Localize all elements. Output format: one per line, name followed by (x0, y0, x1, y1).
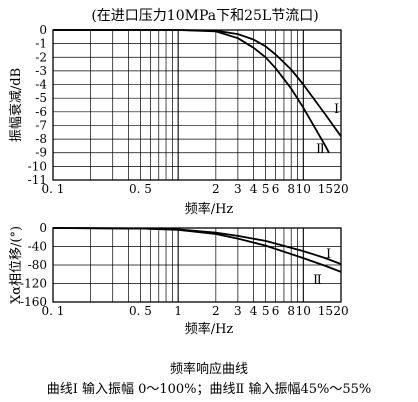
x-tick-label: 3 (234, 304, 242, 318)
x-tick-label: 3 (234, 182, 242, 196)
y-tick-label: -3 (35, 64, 47, 78)
y-tick-label: -80 (28, 258, 47, 272)
series-label-1: Ⅰ (334, 102, 339, 117)
y-tick-label: -8 (35, 132, 47, 146)
x-tick-label: 0. 1 (42, 182, 65, 196)
x-tick-label: 2 (212, 182, 220, 196)
x-tick-label: 10 (296, 304, 311, 318)
y-tick-label: -4 (35, 78, 47, 92)
series-line-2 (52, 227, 342, 273)
y-tick-label: -1 (35, 37, 47, 51)
x-tick-label: 15 (318, 182, 333, 196)
x-tick-label: 10 (296, 182, 311, 196)
y-tick-label: -120 (20, 277, 47, 291)
x-tick-label: 20 (333, 182, 348, 196)
y-tick-label: -10 (28, 159, 47, 173)
y-tick-label: -7 (35, 118, 47, 132)
x-tick-label: 8 (287, 304, 295, 318)
plot-frame (52, 227, 342, 303)
y-tick-label: -5 (35, 91, 47, 105)
y-tick-label: -6 (35, 105, 47, 119)
x-axis-label: 频率/Hz (185, 321, 234, 337)
chart-condition-title: (在进口压力10MPa下和25L节流口) (91, 8, 319, 24)
x-tick-label: 1 (174, 304, 182, 318)
y-tick-label: -11 (28, 173, 47, 187)
y-axis-label: 振幅衰减/dB (8, 68, 24, 142)
y-tick-label: -2 (35, 50, 47, 64)
series-line-2 (53, 29, 330, 154)
y-tick-label: -40 (28, 240, 47, 254)
series-label-2: Ⅱ (313, 273, 322, 288)
x-tick-label: 4 (250, 182, 258, 196)
y-tick-label: 0 (39, 23, 47, 37)
series-label-2: Ⅱ (316, 142, 325, 157)
y-tick-label: -160 (20, 295, 47, 309)
x-tick-label: 6 (272, 304, 280, 318)
x-axis-label: 频率/Hz (185, 201, 234, 217)
y-tick-label: 0 (39, 221, 47, 235)
x-tick-label: 8 (287, 182, 295, 196)
x-tick-label: 15 (318, 304, 333, 318)
x-tick-label: 5 (262, 182, 270, 196)
x-tick-label: 0. 1 (42, 304, 65, 318)
figure-caption-title: 频率响应曲线 (169, 362, 248, 377)
x-tick-label: 2 (212, 304, 220, 318)
x-tick-label: 0. 5 (129, 304, 152, 318)
series-label-1: Ⅰ (326, 247, 331, 262)
x-tick-label: 20 (333, 304, 348, 318)
y-tick-label: -9 (35, 146, 47, 160)
x-tick-label: 6 (272, 182, 280, 196)
figure-caption-subtitle: 曲线Ⅰ 输入振幅 0～100%；曲线Ⅱ 输入振幅45%～55% (46, 382, 372, 397)
x-tick-label: 0. 5 (129, 182, 152, 196)
x-tick-label: 5 (262, 304, 270, 318)
x-tick-label: 4 (250, 304, 258, 318)
y-axis-label: Xα相位移/(°) (9, 226, 24, 304)
